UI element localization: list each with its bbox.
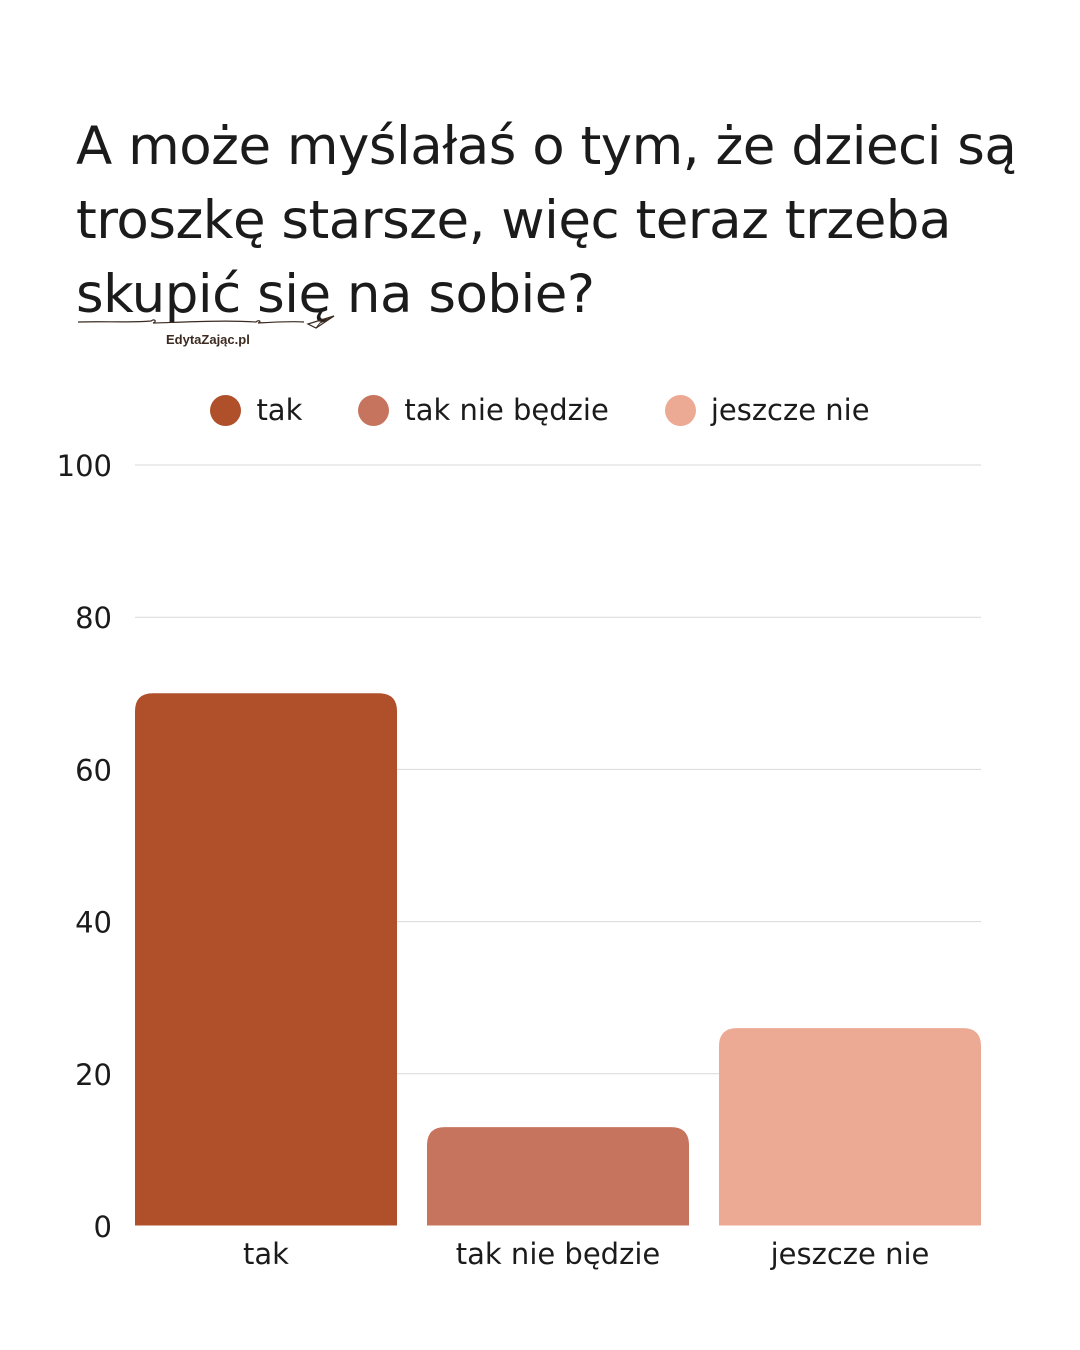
legend-item-jeszcze-nie: jeszcze nie [664,390,870,430]
y-tick-label: 0 [94,1210,112,1244]
y-tick-label: 60 [75,753,112,787]
legend-label: jeszcze nie [710,393,870,427]
legend-label: tak [256,393,303,427]
y-tick-label: 40 [75,906,112,940]
x-tick-label: tak [243,1237,289,1271]
chart-title: A może myślałaś o tym, że dzieci są tros… [76,116,1017,325]
bar-0 [135,693,397,1226]
y-tick-label: 20 [75,1058,112,1092]
legend-swatch [358,394,390,426]
legend-swatch [664,394,696,426]
legend-item-tak: tak [210,390,302,430]
brand-text: EdytaZając.pl [166,332,250,347]
legend-item-tak-nie-bedzie: tak nie będzie [358,390,609,430]
x-tick-label: tak nie będzie [456,1237,660,1271]
legend-swatch [210,394,242,426]
paper-plane-doodle-icon [77,315,335,329]
bar-1 [427,1127,689,1226]
y-tick-label: 100 [57,449,112,483]
y-tick-label: 80 [75,601,112,635]
legend: tak tak nie będzie jeszcze nie [0,390,1080,430]
x-tick-label: jeszcze nie [770,1237,930,1271]
signature-logo: EdytaZając.pl [76,312,338,352]
bar-2 [719,1028,981,1226]
legend-label: tak nie będzie [404,393,609,427]
bar-chart: 0 20 40 60 80 100 tak tak nie będzie jeszcze nie [57,449,981,1271]
